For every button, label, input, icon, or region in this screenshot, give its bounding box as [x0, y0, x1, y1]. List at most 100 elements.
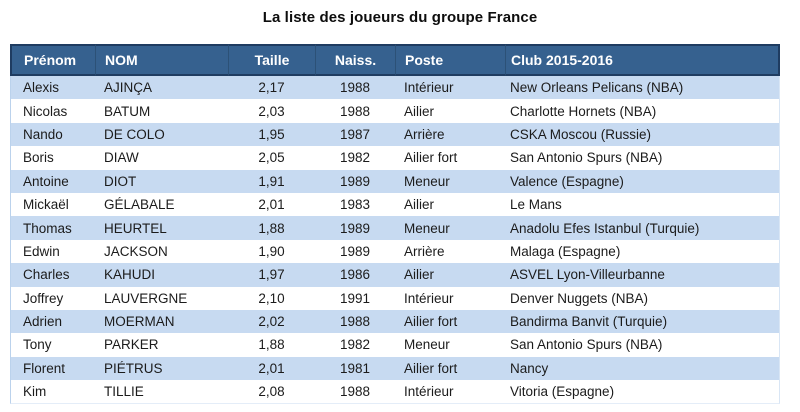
cell-club: Malaga (Espagne)	[505, 239, 780, 264]
cell-poste: Intérieur	[404, 290, 454, 306]
column-header-poste: Poste	[395, 44, 505, 76]
cell-club: CSKA Moscou (Russie)	[505, 122, 780, 147]
cell-naiss: 1987	[315, 122, 395, 147]
cell-naiss: 1986	[315, 263, 395, 287]
cell-poste: Meneur	[395, 216, 505, 240]
players-table: Prénom NOM Taille Naiss. Poste Club 2015…	[10, 44, 780, 405]
cell-prenom: Charles	[10, 263, 95, 287]
table-header: Prénom NOM Taille Naiss. Poste Club 2015…	[10, 44, 780, 76]
cell-naiss: 1988	[315, 309, 395, 334]
column-header-taille: Taille	[228, 44, 315, 76]
cell-taille: 2,10	[258, 290, 285, 306]
cell-prenom: Kim	[10, 380, 95, 405]
page-title: La liste des joueurs du groupe France	[262, 9, 538, 26]
cell-club: Le Mans	[505, 192, 780, 217]
column-header-prenom: Prénom	[10, 44, 95, 76]
cell-nom: PARKER	[104, 337, 159, 353]
cell-nom: AJINÇA	[95, 76, 228, 100]
cell-naiss: 1988	[315, 380, 395, 405]
cell-taille: 1,95	[228, 122, 315, 147]
cell-naiss: 1983	[339, 197, 371, 213]
cell-taille: 2,02	[228, 309, 315, 334]
cell-nom: DIAW	[104, 150, 139, 166]
cell-prenom: Mickaël	[10, 192, 95, 217]
cell-nom: JACKSON	[104, 243, 168, 259]
table-row: Tony PARKER 1,88 1982 Meneur San Antonio…	[10, 333, 780, 357]
cell-naiss: 1981	[315, 356, 395, 381]
table-row: Nicolas BATUM 2,03 1988 Ailier Charlotte…	[10, 99, 780, 123]
cell-poste: Ailier fort	[404, 150, 458, 166]
cell-naiss: 1989	[315, 169, 395, 193]
cell-club: Bandirma Banvit (Turquie)	[505, 309, 780, 334]
cell-club: Anadolu Efes Istanbul (Turquie)	[505, 216, 780, 240]
column-header-naiss: Naiss.	[315, 44, 395, 76]
cell-taille: 1,90	[258, 243, 285, 259]
cell-naiss: 1988	[315, 76, 395, 100]
table-row: Antoine DIOT 1,91 1989 Meneur Valence (E…	[10, 169, 780, 193]
cell-poste: Intérieur	[395, 380, 505, 405]
cell-club: Nancy	[505, 356, 780, 381]
cell-naiss: 1982	[339, 150, 371, 166]
cell-nom: DE COLO	[95, 122, 228, 147]
cell-poste: Ailier	[404, 197, 435, 213]
cell-taille: 2,08	[228, 380, 315, 405]
cell-poste: Arrière	[395, 122, 505, 147]
cell-nom: MOERMAN	[95, 309, 228, 334]
column-header-nom: NOM	[95, 44, 228, 76]
cell-naiss: 1982	[339, 337, 371, 353]
cell-prenom: Alexis	[10, 76, 95, 100]
table-row: Kim TILLIE 2,08 1988 Intérieur Vitoria (…	[10, 380, 780, 405]
cell-naiss: 1989	[315, 216, 395, 240]
cell-poste: Intérieur	[395, 76, 505, 100]
table-row: Joffrey LAUVERGNE 2,10 1991 Intérieur De…	[10, 286, 780, 310]
cell-nom: PIÉTRUS	[95, 356, 228, 381]
cell-club: San Antonio Spurs (NBA)	[505, 146, 780, 170]
column-header-club: Club 2015-2016	[505, 44, 780, 76]
cell-taille: 1,88	[228, 216, 315, 240]
cell-nom: LAUVERGNE	[104, 290, 188, 306]
cell-club: New Orleans Pelicans (NBA)	[505, 76, 780, 100]
cell-prenom: Florent	[10, 356, 95, 381]
cell-prenom: Edwin	[10, 239, 95, 264]
cell-naiss: 1989	[339, 243, 371, 259]
cell-club: ASVEL Lyon-Villeurbanne	[505, 263, 780, 287]
cell-nom: GÉLABALE	[104, 197, 175, 213]
cell-poste: Meneur	[404, 337, 450, 353]
cell-club: Vitoria (Espagne)	[505, 380, 780, 405]
cell-taille: 1,97	[228, 263, 315, 287]
cell-taille: 1,88	[258, 337, 285, 353]
cell-prenom: Adrien	[10, 309, 95, 334]
cell-taille: 2,05	[258, 150, 285, 166]
header-row: Prénom NOM Taille Naiss. Poste Club 2015…	[10, 44, 780, 76]
cell-nom: HEURTEL	[95, 216, 228, 240]
cell-naiss: 1991	[339, 290, 371, 306]
table-row: Nando DE COLO 1,95 1987 Arrière CSKA Mos…	[10, 122, 780, 147]
table-row: Adrien MOERMAN 2,02 1988 Ailier fort Ban…	[10, 309, 780, 334]
cell-club: Denver Nuggets (NBA)	[505, 286, 780, 310]
cell-prenom: Nando	[10, 122, 95, 147]
table-row: Alexis AJINÇA 2,17 1988 Intérieur New Or…	[10, 76, 780, 100]
table-row: Charles KAHUDI 1,97 1986 Ailier ASVEL Ly…	[10, 263, 780, 287]
cell-poste: Ailier fort	[395, 356, 505, 381]
cell-club: Valence (Espagne)	[505, 169, 780, 193]
cell-prenom: Nicolas	[10, 99, 95, 123]
cell-club: San Antonio Spurs (NBA)	[505, 333, 780, 357]
cell-poste: Ailier fort	[395, 309, 505, 334]
cell-nom: DIOT	[95, 169, 228, 193]
table-row: Thomas HEURTEL 1,88 1989 Meneur Anadolu …	[10, 216, 780, 240]
cell-poste: Ailier	[404, 103, 435, 119]
cell-taille: 2,01	[258, 197, 285, 213]
table-row: Mickaël GÉLABALE 2,01 1983 Ailier Le Man…	[10, 192, 780, 217]
cell-taille: 2,17	[228, 76, 315, 100]
cell-prenom: Tony	[10, 333, 95, 357]
table-row: Florent PIÉTRUS 2,01 1981 Ailier fort Na…	[10, 356, 780, 381]
cell-club: Charlotte Hornets (NBA)	[505, 99, 780, 123]
cell-prenom: Boris	[10, 146, 95, 170]
cell-prenom: Joffrey	[10, 286, 95, 310]
cell-poste: Arrière	[404, 243, 445, 259]
cell-poste: Meneur	[395, 169, 505, 193]
cell-nom: BATUM	[104, 103, 151, 119]
cell-taille: 1,91	[228, 169, 315, 193]
cell-nom: TILLIE	[95, 380, 228, 405]
table-row: Edwin JACKSON 1,90 1989 Arrière Malaga (…	[10, 239, 780, 264]
